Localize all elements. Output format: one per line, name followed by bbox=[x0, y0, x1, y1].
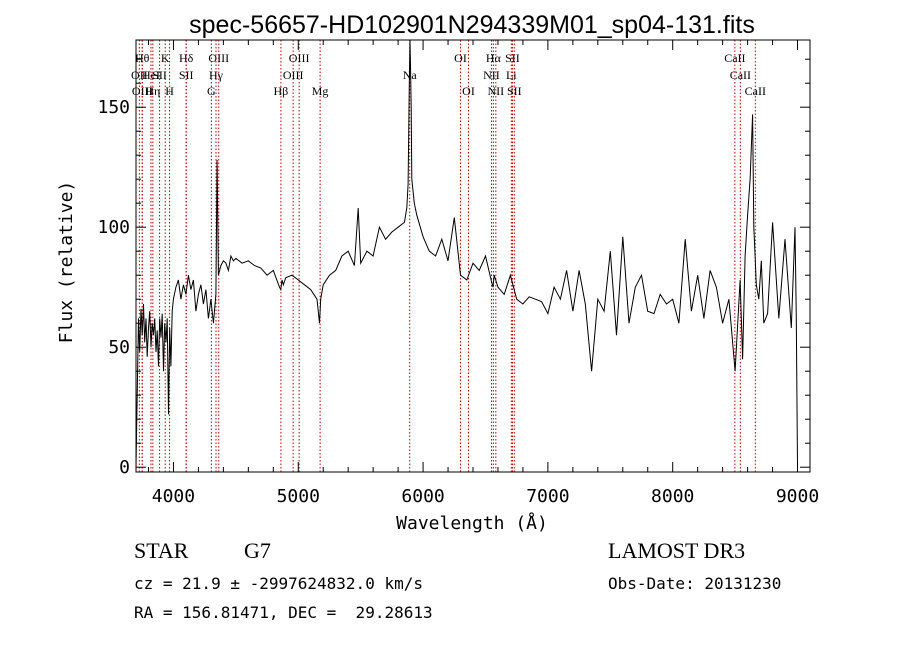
y-tick-label: 100 bbox=[97, 217, 130, 238]
line-label: OIII bbox=[289, 51, 310, 65]
object-class: STAR bbox=[134, 538, 189, 563]
y-tick-label: 50 bbox=[108, 337, 130, 358]
line-label: SII bbox=[179, 68, 194, 82]
line-label: OIII bbox=[132, 84, 153, 98]
plot-frame bbox=[135, 39, 811, 473]
chart-title: spec-56657-HD102901N294339M01_sp04-131.f… bbox=[189, 11, 755, 39]
line-label: HeI bbox=[142, 68, 160, 82]
line-label: SII bbox=[152, 68, 167, 82]
line-label: Hγ bbox=[209, 68, 224, 82]
obs-date: Obs-Date: 20131230 bbox=[608, 574, 782, 593]
line-label: OI bbox=[462, 84, 475, 98]
survey-name: LAMOST DR3 bbox=[608, 538, 746, 563]
line-label: NII bbox=[483, 68, 500, 82]
y-axis-ticks: 0 50 100 150 bbox=[97, 58, 810, 478]
line-label: OIII bbox=[208, 51, 229, 65]
x-tick-label: 8000 bbox=[651, 486, 694, 507]
line-label: Hδ bbox=[179, 51, 194, 65]
ra-dec: RA = 156.81471, DEC = 29.28613 bbox=[134, 603, 433, 622]
line-label: CaII bbox=[730, 68, 751, 82]
line-label: H bbox=[165, 84, 174, 98]
line-label: Hη bbox=[145, 84, 160, 98]
line-label: Mg bbox=[312, 84, 329, 98]
x-tick-label: 9000 bbox=[776, 486, 819, 507]
x-axis-label: Wavelength (Å) bbox=[396, 512, 548, 534]
line-label: OIII bbox=[283, 68, 304, 82]
y-tick-label: 150 bbox=[97, 97, 130, 118]
object-subclass: G7 bbox=[244, 538, 271, 563]
line-label: SII bbox=[507, 84, 522, 98]
line-label: SII bbox=[505, 51, 520, 65]
y-tick-label: 0 bbox=[119, 457, 130, 478]
line-label: G bbox=[207, 84, 216, 98]
x-tick-label: 6000 bbox=[401, 486, 444, 507]
line-label: NII bbox=[488, 84, 505, 98]
redshift-line: cz = 21.9 ± -2997624832.0 km/s bbox=[134, 574, 423, 593]
x-tick-label: 7000 bbox=[526, 486, 569, 507]
line-label: OII bbox=[131, 68, 148, 82]
line-label: Hθ bbox=[135, 51, 150, 65]
line-label: Hβ bbox=[274, 84, 289, 98]
y-axis-label: Flux (relative) bbox=[56, 181, 77, 344]
emission-line-labels: OII Hθ OIII HeI Hη SII K H Hδ SII G Hγ OIII Hβ OIII OII… bbox=[131, 51, 766, 98]
spectrum-line bbox=[135, 39, 798, 468]
line-label: CaII bbox=[745, 84, 766, 98]
x-tick-label: 4000 bbox=[152, 486, 195, 507]
line-label: K bbox=[161, 51, 170, 65]
line-label: CaII bbox=[724, 51, 745, 65]
x-axis-ticks: 4000 5000 6000 7000 8000 9000 bbox=[147, 40, 819, 507]
line-label: OI bbox=[454, 51, 467, 65]
line-label: Li bbox=[506, 68, 517, 82]
line-label: Na bbox=[403, 68, 418, 82]
emission-line-markers bbox=[138, 40, 756, 472]
line-label: Hα bbox=[486, 51, 502, 65]
x-tick-label: 5000 bbox=[277, 486, 320, 507]
